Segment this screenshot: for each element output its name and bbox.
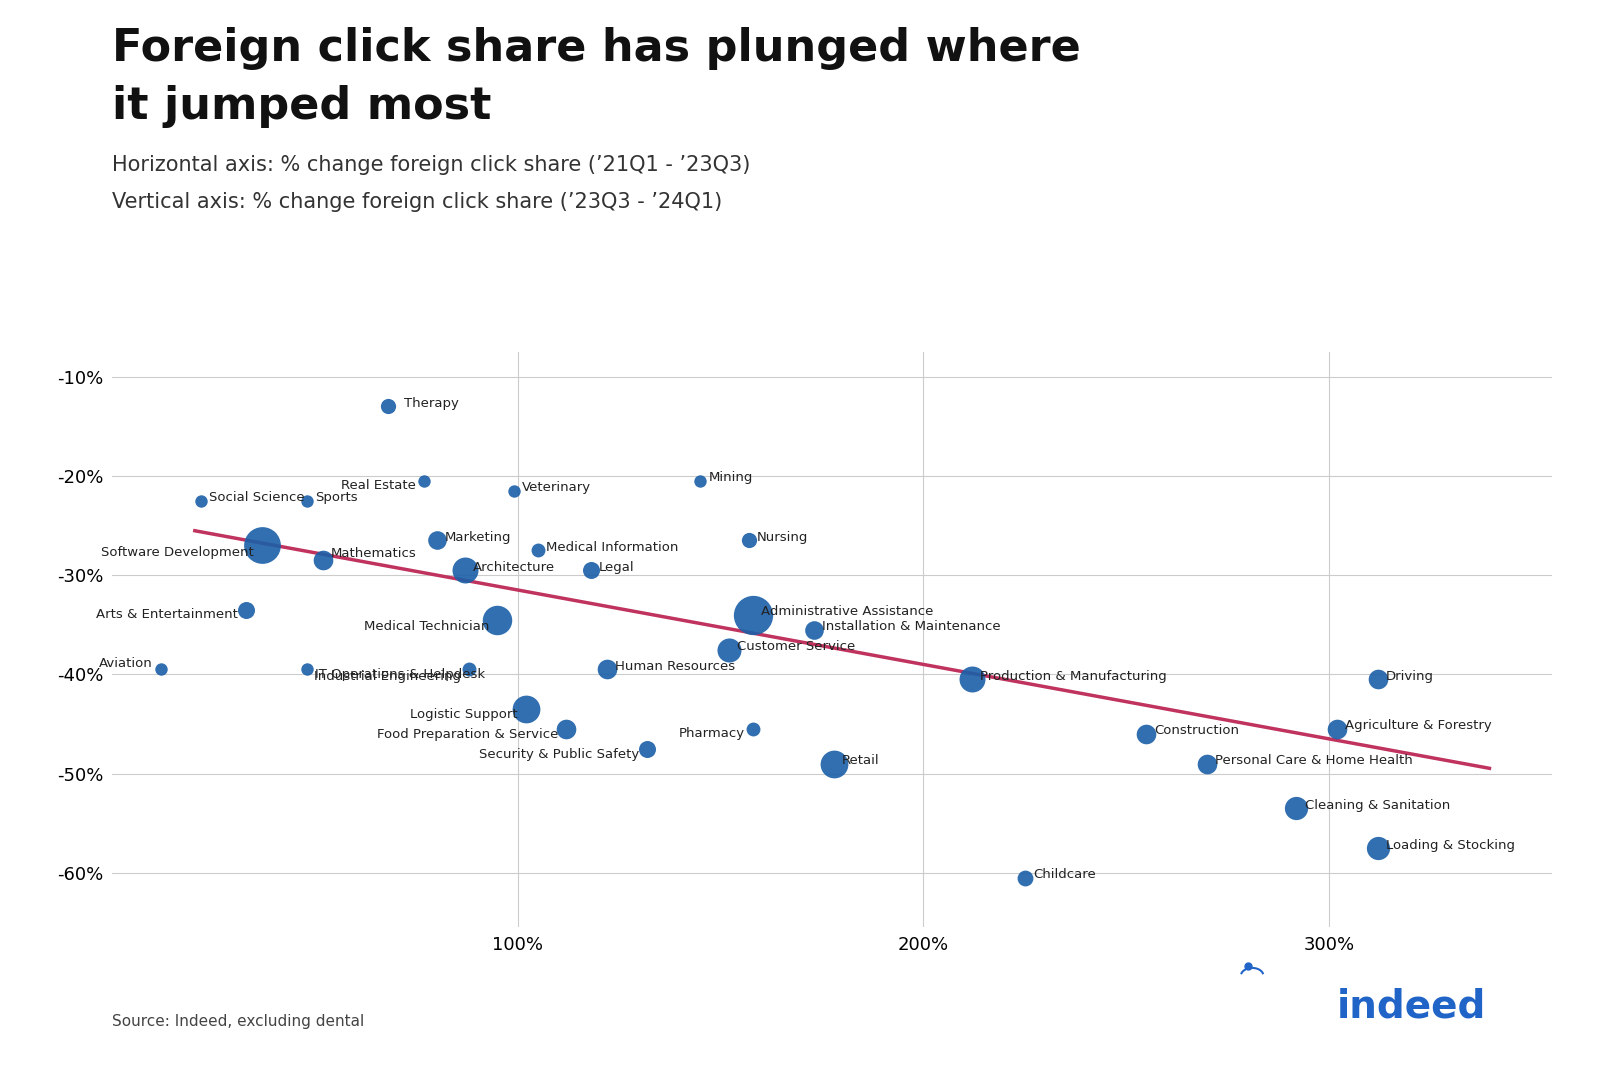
Point: [294, 661, 320, 678]
Point: [1365, 671, 1390, 688]
Point: [715, 641, 741, 658]
Point: [958, 671, 984, 688]
Point: [374, 398, 400, 415]
Point: [294, 492, 320, 510]
Point: [514, 700, 539, 717]
Text: Installation & Maintenance: Installation & Maintenance: [822, 620, 1000, 633]
Point: [456, 661, 482, 678]
Text: Retail: Retail: [842, 754, 880, 768]
Point: [1325, 721, 1350, 738]
Point: [741, 607, 766, 624]
Point: [736, 532, 762, 549]
Point: [310, 552, 336, 569]
Point: [821, 755, 846, 772]
Text: Administrative Assistance: Administrative Assistance: [762, 605, 933, 618]
Text: Agriculture & Forestry: Agriculture & Forestry: [1346, 720, 1491, 732]
Text: Aviation: Aviation: [99, 657, 152, 669]
Point: [554, 721, 579, 738]
Text: Driving: Driving: [1386, 669, 1434, 683]
Text: Logistic Support: Logistic Support: [410, 708, 518, 721]
Point: [741, 721, 766, 738]
Text: Childcare: Childcare: [1032, 869, 1096, 882]
Text: Nursing: Nursing: [757, 531, 808, 544]
Text: Food Preparation & Service: Food Preparation & Service: [378, 728, 558, 741]
Text: Loading & Stocking: Loading & Stocking: [1386, 839, 1515, 852]
Point: [485, 611, 510, 628]
Text: Foreign click share has plunged where: Foreign click share has plunged where: [112, 27, 1080, 69]
Point: [147, 661, 173, 678]
Point: [578, 562, 603, 579]
Text: Real Estate: Real Estate: [341, 480, 416, 492]
Point: [1283, 800, 1309, 817]
Text: Medical Information: Medical Information: [546, 540, 678, 554]
Text: Architecture: Architecture: [474, 561, 555, 574]
Text: Human Resources: Human Resources: [614, 660, 734, 673]
Point: [234, 601, 259, 618]
Text: it jumped most: it jumped most: [112, 85, 491, 128]
Text: IT Operations & Helpdesk: IT Operations & Helpdesk: [315, 667, 485, 681]
Point: [1011, 869, 1037, 886]
Point: [802, 621, 827, 639]
Point: [635, 740, 661, 757]
Text: Therapy: Therapy: [405, 397, 459, 410]
Point: [688, 472, 714, 489]
Text: Customer Service: Customer Service: [736, 640, 854, 653]
Point: [424, 532, 450, 549]
Text: Sports: Sports: [315, 491, 357, 504]
Text: Medical Technician: Medical Technician: [363, 620, 490, 633]
Text: Security & Public Safety: Security & Public Safety: [478, 748, 640, 761]
Point: [594, 661, 619, 678]
Point: [501, 482, 526, 499]
Text: Vertical axis: % change foreign click share (’23Q3 - ’24Q1): Vertical axis: % change foreign click sh…: [112, 192, 722, 212]
Point: [411, 472, 437, 489]
Text: Social Science: Social Science: [210, 491, 306, 504]
Text: Mathematics: Mathematics: [331, 547, 416, 560]
Text: Production & Manufacturing: Production & Manufacturing: [981, 669, 1166, 683]
Text: Veterinary: Veterinary: [522, 481, 590, 495]
Point: [1365, 840, 1390, 857]
Point: [1195, 755, 1221, 772]
Point: [189, 492, 214, 510]
Point: [250, 537, 275, 554]
Point: [525, 542, 550, 559]
Text: Construction: Construction: [1155, 725, 1240, 738]
Text: Horizontal axis: % change foreign click share (’21Q1 - ’23Q3): Horizontal axis: % change foreign click …: [112, 155, 750, 175]
Text: Personal Care & Home Health: Personal Care & Home Health: [1216, 754, 1413, 768]
Point: [1133, 725, 1158, 742]
Text: Mining: Mining: [709, 471, 752, 484]
Text: Arts & Entertainment: Arts & Entertainment: [96, 609, 238, 621]
Text: Software Development: Software Development: [101, 546, 254, 559]
Text: Source: Indeed, excluding dental: Source: Indeed, excluding dental: [112, 1014, 365, 1029]
Text: Marketing: Marketing: [445, 531, 510, 544]
Text: Industrial Engineering: Industrial Engineering: [314, 669, 461, 683]
Text: Legal: Legal: [598, 561, 634, 574]
Text: indeed: indeed: [1336, 987, 1486, 1025]
Text: Pharmacy: Pharmacy: [678, 727, 744, 741]
Text: Cleaning & Sanitation: Cleaning & Sanitation: [1304, 798, 1450, 812]
Point: [453, 562, 478, 579]
